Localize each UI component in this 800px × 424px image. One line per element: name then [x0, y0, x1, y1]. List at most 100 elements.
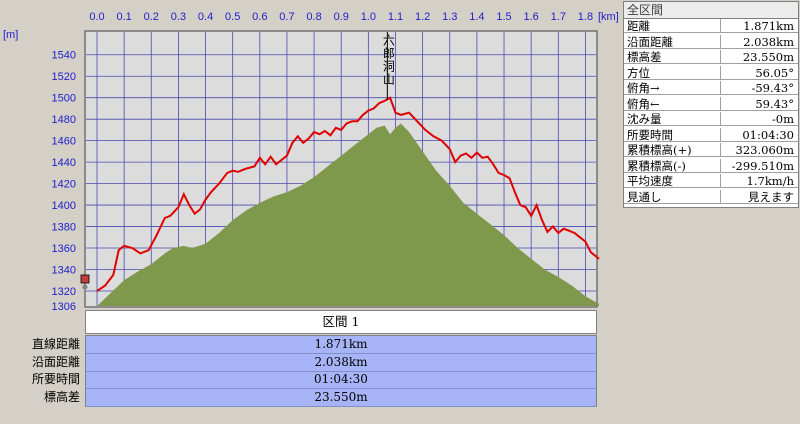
summary-separator: [720, 127, 721, 141]
summary-value: 56.05°: [755, 65, 794, 80]
x-tick-label: 1.5: [496, 11, 511, 23]
summary-row: 平均速度 1.7km/h: [624, 174, 798, 188]
x-tick-label: 0.6: [252, 11, 267, 23]
y-tick-label: 1320: [52, 286, 76, 298]
x-tick-label: 0.2: [144, 11, 159, 23]
x-tick-label: 1.2: [415, 11, 430, 23]
y-axis-ticks: 1540 1520 1500 1480 1460 1440 1420 1400 1380 1360…: [52, 50, 76, 313]
y-tick-label: 1306: [52, 301, 76, 313]
summary-value: -299.510m: [731, 158, 794, 173]
summary-separator: [720, 189, 721, 203]
y-tick-label: 1360: [52, 243, 76, 255]
x-unit-label: [km]: [598, 11, 619, 23]
summary-separator: [720, 174, 721, 187]
x-tick-label: 1.6: [524, 11, 539, 23]
summary-title: 全区間: [624, 2, 798, 19]
summary-row: 累積標高(-) -299.510m: [624, 158, 798, 173]
summary-value: 1.871km: [743, 19, 794, 33]
summary-label: 見通し: [627, 189, 662, 204]
summary-separator: [720, 81, 721, 94]
summary-value: 1.7km/h: [746, 174, 794, 188]
y-tick-label: 1420: [52, 179, 76, 191]
summary-label: 累積標高(+): [627, 143, 692, 157]
terrain-area: [97, 123, 599, 306]
y-tick-label: 1460: [52, 136, 76, 148]
start-marker-icon: [80, 274, 90, 290]
y-tick-label: 1500: [52, 93, 76, 105]
summary-label: 方位: [627, 65, 650, 80]
summary-separator: [720, 19, 721, 32]
summary-row: 標高差 23.550m: [624, 50, 798, 64]
summary-label: 平均速度: [627, 174, 673, 188]
x-tick-label: 1.8: [578, 11, 593, 23]
summary-value: -59.43°: [751, 81, 794, 95]
section-header[interactable]: 区間 1: [85, 310, 597, 334]
x-tick-label: 0.1: [116, 11, 131, 23]
summary-value: 59.43°: [755, 96, 794, 111]
x-tick-label: 0.9: [334, 11, 349, 23]
x-tick-label: 0.5: [225, 11, 240, 23]
summary-row: 所要時間 01:04:30: [624, 127, 798, 142]
summary-label: 所要時間: [627, 127, 673, 142]
x-axis-ticks: 0.0 0.1 0.2 0.3 0.4 0.5 0.6 0.7 0.8 0.9 1.0 1.1 1.2 1…: [89, 11, 593, 23]
section-label: 直線距離: [31, 337, 80, 351]
section-value: 2.038km: [86, 354, 596, 372]
summary-separator: [720, 112, 721, 125]
summary-label: 沿面距離: [627, 34, 673, 49]
y-tick-label: 1400: [52, 200, 76, 212]
summary-value: -0m: [771, 112, 794, 126]
summary-value: 2.038km: [743, 34, 794, 49]
x-tick-label: 0.0: [89, 11, 104, 23]
y-tick-label: 1540: [52, 50, 76, 62]
summary-row: 累積標高(+) 323.060m: [624, 143, 798, 157]
section-panel: 1.871km 2.038km 01:04:30 23.550m: [85, 335, 597, 407]
section-label: 標高差: [43, 389, 80, 404]
summary-separator: [720, 34, 721, 48]
summary-separator: [720, 158, 721, 172]
summary-panel: 全区間 距離 1.871km 沿面距離 2.038km 標高差 23.550m 方位 56.0…: [623, 1, 799, 208]
section-label: 所要時間: [31, 372, 80, 386]
summary-label: 距離: [627, 19, 650, 33]
summary-row: 方位 56.05°: [624, 65, 798, 80]
summary-value: 323.060m: [735, 143, 794, 157]
x-tick-label: 1.7: [551, 11, 566, 23]
section-value: 1.871km: [86, 336, 596, 354]
y-tick-label: 1480: [52, 114, 76, 126]
y-tick-label: 1340: [52, 264, 76, 276]
route-elevation-line: [96, 96, 600, 292]
x-tick-label: 1.0: [361, 11, 376, 23]
summary-value: 23.550m: [742, 50, 794, 64]
section-value: 01:04:30: [86, 371, 596, 389]
x-tick-label: 1.3: [442, 11, 457, 23]
y-tick-label: 1440: [52, 157, 76, 169]
summary-separator: [720, 96, 721, 110]
summary-separator: [720, 50, 721, 63]
summary-row: 俯角→ -59.43°: [624, 81, 798, 95]
x-tick-label: 0.4: [198, 11, 213, 23]
summary-separator: [720, 65, 721, 79]
x-tick-label: 0.3: [171, 11, 186, 23]
summary-row: 見通し 見えます: [624, 189, 798, 204]
section-value: 23.550m: [86, 389, 596, 407]
y-unit-label: [m]: [3, 29, 18, 41]
section-label: 沿面距離: [31, 354, 80, 369]
summary-label: 俯角→: [627, 81, 660, 95]
y-tick-label: 1380: [52, 222, 76, 234]
summary-row: 沿面距離 2.038km: [624, 34, 798, 49]
x-tick-label: 1.1: [388, 11, 403, 23]
summary-row: 沈み量 -0m: [624, 112, 798, 126]
summary-row: 距離 1.871km: [624, 19, 798, 33]
summary-separator: [720, 143, 721, 156]
summary-label: 俯角←: [627, 96, 660, 111]
summary-row: 俯角← 59.43°: [624, 96, 798, 111]
summary-label: 沈み量: [627, 112, 662, 126]
summary-value: 見えます: [748, 189, 794, 204]
peak-marker: 六郎洞山: [381, 32, 395, 100]
x-tick-label: 0.8: [306, 11, 321, 23]
y-tick-label: 1520: [52, 71, 76, 83]
summary-label: 累積標高(-): [627, 158, 686, 173]
summary-label: 標高差: [627, 50, 662, 64]
x-tick-label: 0.7: [279, 11, 294, 23]
summary-value: 01:04:30: [742, 127, 794, 142]
